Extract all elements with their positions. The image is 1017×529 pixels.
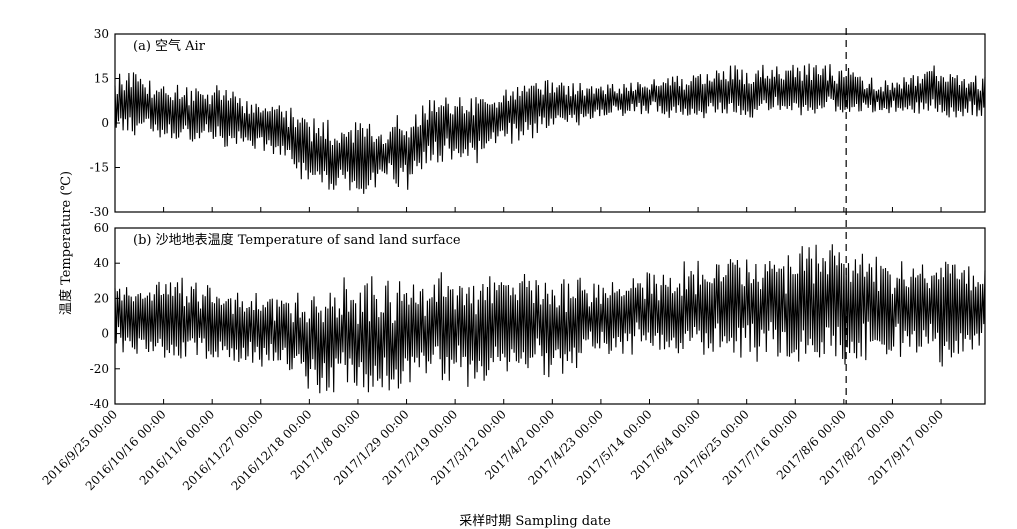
x-axis-title: 采样时期 Sampling date <box>459 514 611 529</box>
y-tick-label-sand: -40 <box>90 397 109 411</box>
y-tick-label-air: -15 <box>90 161 109 175</box>
panel-sand-surface: 60 40 20 0 -20 -40 (b) 沙地地表温度 Temperature of s… <box>90 221 986 411</box>
panel-air: 30 15 0 -15 -30 (a) 空气 Air <box>90 27 986 219</box>
panel-label-air: (a) 空气 Air <box>133 38 206 54</box>
y-tick-label-sand: 0 <box>101 327 109 341</box>
y-tick-label-air: 15 <box>94 72 109 86</box>
series-line-air <box>114 63 986 194</box>
y-tick-label-air: -30 <box>90 205 109 219</box>
y-tick-label-sand: 40 <box>94 256 109 270</box>
y-tick-label-air: 0 <box>101 116 109 130</box>
x-tick-label: 2016/11/27 00:00 <box>180 407 266 493</box>
y-axis-title: 温度 Temperature (℃) <box>58 171 74 315</box>
x-tick-label: 2016/12/18 00:00 <box>229 407 315 493</box>
x-tick-label: 2016/10/16 00:00 <box>83 407 169 493</box>
y-tick-label-air: 30 <box>94 27 109 41</box>
y-tick-label-sand: 20 <box>94 291 109 305</box>
series-line-sand <box>114 244 986 394</box>
panel-label-sand: (b) 沙地地表温度 Temperature of sand land surf… <box>133 232 461 248</box>
plot-frame-sand <box>114 227 986 405</box>
y-tick-label-sand: 60 <box>94 221 109 235</box>
y-tick-label-sand: -20 <box>90 362 109 376</box>
